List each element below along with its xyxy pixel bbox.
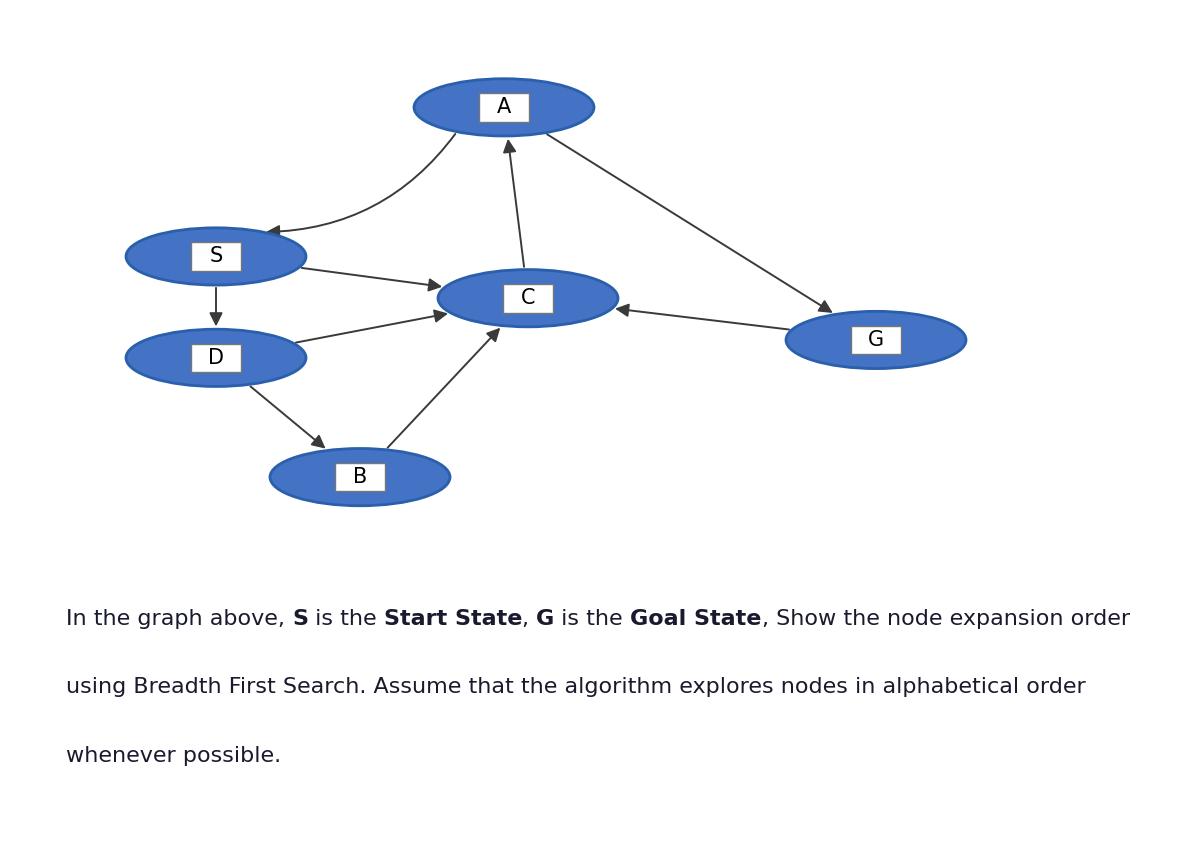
Ellipse shape: [438, 269, 618, 327]
Text: B: B: [353, 467, 367, 487]
Ellipse shape: [126, 329, 306, 387]
FancyBboxPatch shape: [480, 93, 528, 122]
FancyBboxPatch shape: [192, 242, 240, 271]
Text: In the graph above,: In the graph above,: [66, 609, 292, 629]
FancyBboxPatch shape: [336, 463, 384, 492]
Text: Goal State: Goal State: [630, 609, 762, 629]
FancyBboxPatch shape: [192, 343, 240, 372]
Text: whenever possible.: whenever possible.: [66, 746, 281, 765]
Ellipse shape: [270, 448, 450, 506]
Ellipse shape: [126, 227, 306, 285]
Ellipse shape: [786, 311, 966, 369]
Text: S: S: [292, 609, 308, 629]
Text: Start State: Start State: [384, 609, 522, 629]
Text: is the: is the: [554, 609, 630, 629]
Text: A: A: [497, 97, 511, 118]
FancyBboxPatch shape: [852, 325, 900, 354]
Text: G: G: [536, 609, 554, 629]
Text: ,: ,: [522, 609, 536, 629]
Ellipse shape: [414, 78, 594, 136]
Text: , Show the node expansion order: , Show the node expansion order: [762, 609, 1129, 629]
Text: G: G: [868, 330, 884, 350]
Text: S: S: [209, 246, 223, 267]
Text: using Breadth First Search. Assume that the algorithm explores nodes in alphabet: using Breadth First Search. Assume that …: [66, 677, 1086, 697]
Text: D: D: [208, 348, 224, 368]
Text: is the: is the: [308, 609, 384, 629]
FancyBboxPatch shape: [504, 284, 552, 313]
Text: C: C: [521, 288, 535, 308]
